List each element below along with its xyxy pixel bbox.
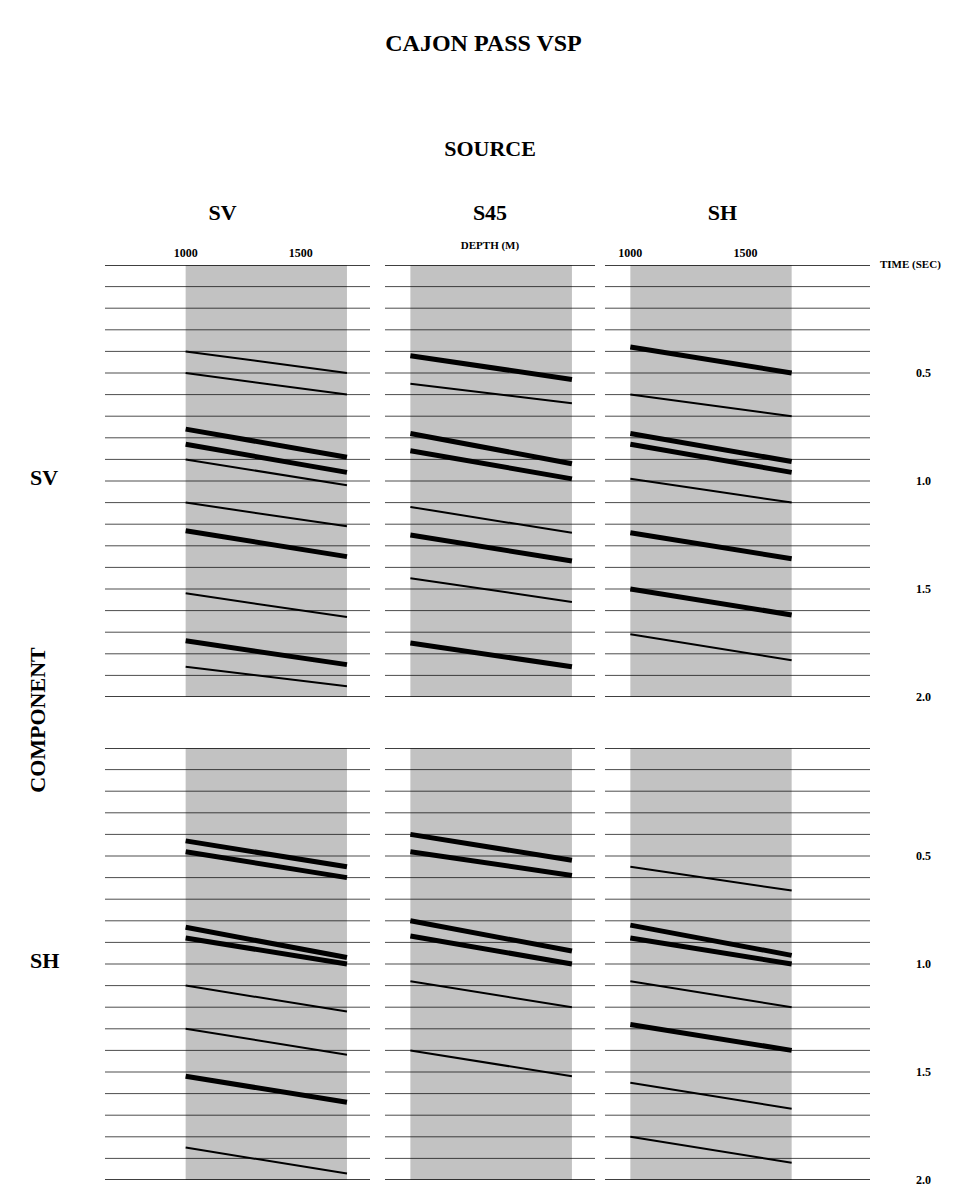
html-text:SV: SV <box>30 465 59 490</box>
html-text:SH: SH <box>30 948 60 973</box>
svg-text:1.0: 1.0 <box>916 474 931 488</box>
svg-text:1.0: 1.0 <box>916 957 931 971</box>
html-text:TIME (SEC): TIME (SEC) <box>880 258 941 270</box>
html-text:COMPONENT: COMPONENT <box>25 647 50 793</box>
html-text:SH: SH <box>707 200 738 225</box>
svg-text:1500: 1500 <box>734 246 758 260</box>
svg-text:1000: 1000 <box>618 246 642 260</box>
svg-text:2.0: 2.0 <box>916 690 931 704</box>
html-text:CAJON PASS VSP: CAJON PASS VSP <box>385 30 582 56</box>
html-text:SOURCE: SOURCE <box>444 136 536 161</box>
svg-text:0.5: 0.5 <box>916 366 931 380</box>
svg-text:1500: 1500 <box>289 246 313 260</box>
svg-text:1.5: 1.5 <box>916 1065 931 1079</box>
svg-text:0.5: 0.5 <box>916 849 931 863</box>
svg-text:1000: 1000 <box>174 246 198 260</box>
html-text:SV: SV <box>208 200 237 225</box>
html-text:S45: S45 <box>472 200 508 225</box>
svg-text:DEPTH (M): DEPTH (M) <box>461 239 520 252</box>
svg-text:1.5: 1.5 <box>916 582 931 596</box>
svg-text:2.0: 2.0 <box>916 1173 931 1187</box>
